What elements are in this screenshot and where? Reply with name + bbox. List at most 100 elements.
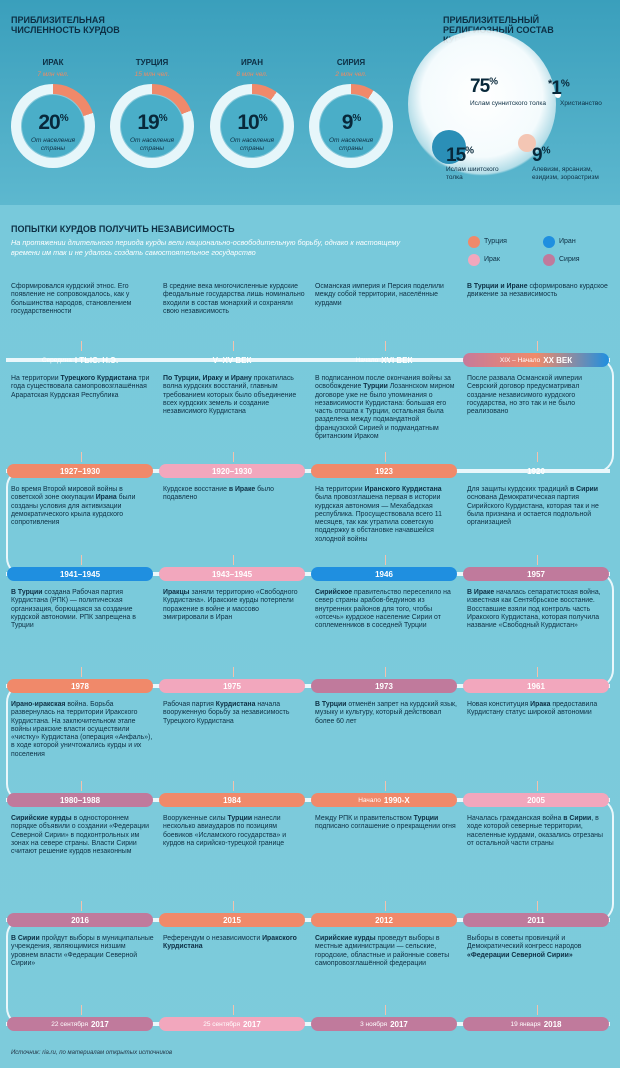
date-label: 2016 — [71, 915, 89, 925]
date-tick — [537, 341, 538, 351]
legend-label: Турция — [484, 238, 507, 245]
date-label: 1920 — [527, 466, 545, 476]
date-pill: 2012 — [311, 913, 457, 927]
date-tick — [233, 667, 234, 677]
country-name: ТУРЦИЯ — [135, 58, 169, 67]
religion-label: Ислам суннитского толка — [470, 100, 547, 107]
event-text: Османская империя и Персия поделили межд… — [315, 283, 444, 307]
date-pill: 1975 — [159, 679, 305, 693]
date-label: 2017 — [242, 1019, 261, 1029]
date-tick — [385, 667, 386, 677]
date-pill: 1980–1988 — [7, 793, 153, 807]
date-tick — [385, 341, 386, 351]
date-pill: Начало XVI ВЕК — [311, 353, 457, 367]
date-prefix: 19 января — [510, 1020, 541, 1028]
date-pill: 22 сентября 2017 — [7, 1017, 153, 1031]
event-text: Во время Второй мировой войны в советско… — [11, 486, 136, 527]
date-tick — [81, 901, 82, 911]
date-label: 1973 — [375, 681, 393, 691]
event-text: Сирийское правительство переселило на се… — [315, 589, 451, 630]
date-pill: V–XV ВЕК — [159, 353, 305, 367]
event-text: Вооруженные силы Турции нанесли нескольк… — [163, 815, 287, 847]
date-pill: 2016 — [7, 913, 153, 927]
event-text: Началась гражданская война в Сирии, в хо… — [467, 815, 603, 847]
date-label: 2012 — [375, 915, 393, 925]
timeline-title: ПОПЫТКИ КУРДОВ ПОЛУЧИТЬ НЕЗАВИСИМОСТЬ — [11, 224, 235, 234]
date-tick — [537, 555, 538, 565]
date-tick — [537, 781, 538, 791]
date-label: 1980–1988 — [59, 795, 101, 805]
date-label: 1957 — [527, 569, 545, 579]
date-pill: 1920 — [463, 464, 609, 478]
legend-dot — [543, 236, 555, 248]
date-tick — [233, 341, 234, 351]
event-text: После развала Османской империи Севрский… — [467, 375, 582, 416]
date-tick — [385, 781, 386, 791]
country-caption: От населения страны — [328, 137, 374, 152]
timeline-track — [6, 684, 610, 688]
date-label: 1984 — [223, 795, 241, 805]
date-pill: 1920–1930 — [159, 464, 305, 478]
event-text: Иракцы заняли территорию «Свободного Кур… — [163, 589, 298, 621]
event-text: В Турции отменён запрет на курдский язык… — [315, 701, 457, 725]
date-tick — [537, 452, 538, 462]
date-label: 1923 — [375, 466, 393, 476]
event-text: Сирийские курды проведут выборы в местны… — [315, 935, 450, 967]
legend-dot — [468, 236, 480, 248]
date-label: 1943–1945 — [211, 569, 253, 579]
event-text: В Сирии пройдут выборы в муниципальные у… — [11, 935, 154, 967]
date-pill: Начало 1990-Х — [311, 793, 457, 807]
date-pill: 1984 — [159, 793, 305, 807]
ring-center — [319, 94, 383, 158]
date-tick — [81, 341, 82, 351]
date-tick — [233, 781, 234, 791]
date-tick — [537, 1005, 538, 1015]
country-caption: От населения страны — [129, 137, 175, 152]
event-text: Рабочая партия Курдистана начала вооруже… — [163, 701, 290, 725]
timeline-track — [6, 798, 610, 802]
date-label: 1946 — [375, 569, 393, 579]
event-text: Между РПК и правительством Турции подпис… — [315, 815, 456, 831]
event-text: В Турции и Иране сформировано курдское д… — [467, 283, 608, 299]
date-label: 2011 — [527, 915, 545, 925]
event-text: Для защиты курдских традиций в Сирии осн… — [467, 486, 599, 527]
event-text: Курдское восстание в Ираке было подавлен… — [163, 486, 274, 502]
event-text: Новая конституция Ирака предоставила Кур… — [467, 701, 598, 717]
date-tick — [537, 667, 538, 677]
date-label: 2015 — [223, 915, 241, 925]
date-label: 2017 — [390, 1019, 408, 1029]
religion-percent: 15% — [446, 145, 474, 166]
date-label: 2017 — [90, 1019, 109, 1029]
date-label: 1990-Х — [383, 795, 410, 805]
country-caption: От населения страны — [229, 137, 275, 152]
religion-percent: 9% — [532, 145, 550, 166]
date-pill: 1923 — [311, 464, 457, 478]
country-percent: 10% — [237, 111, 267, 134]
country-percent: 20% — [38, 111, 68, 134]
timeline-track — [6, 358, 610, 362]
date-pill: Середина I ТЫС. Н.Э. — [7, 353, 153, 367]
country-percent: 9% — [341, 111, 362, 134]
country-name: ИРАН — [241, 58, 263, 67]
date-pill: 3 ноября 2017 — [311, 1017, 457, 1031]
religion-percent: *1% — [548, 78, 570, 99]
date-pill: 1957 — [463, 567, 609, 581]
religion-label: Алевизм, ярсанизм, езидизм, зороастризм — [532, 166, 599, 181]
religion-label: Ислам шиитского толка — [446, 166, 499, 181]
date-tick — [385, 555, 386, 565]
date-pill: 1973 — [311, 679, 457, 693]
date-label: V–XV ВЕК — [212, 355, 252, 365]
event-text: Сирийские курды в одностороннем порядке … — [11, 815, 150, 856]
legend-label: Сирия — [559, 256, 580, 263]
timeline-track — [6, 469, 610, 473]
country-name: СИРИЯ — [336, 58, 366, 67]
timeline-track — [6, 1022, 610, 1026]
legend-label: Иран — [559, 238, 576, 245]
date-prefix: XIX – Начало — [499, 356, 541, 364]
timeline-track — [6, 918, 610, 922]
date-pill: 2005 — [463, 793, 609, 807]
date-label: XVI ВЕК — [381, 355, 413, 365]
date-pill: 25 сентября 2017 — [159, 1017, 305, 1031]
date-tick — [233, 452, 234, 462]
date-tick — [385, 452, 386, 462]
